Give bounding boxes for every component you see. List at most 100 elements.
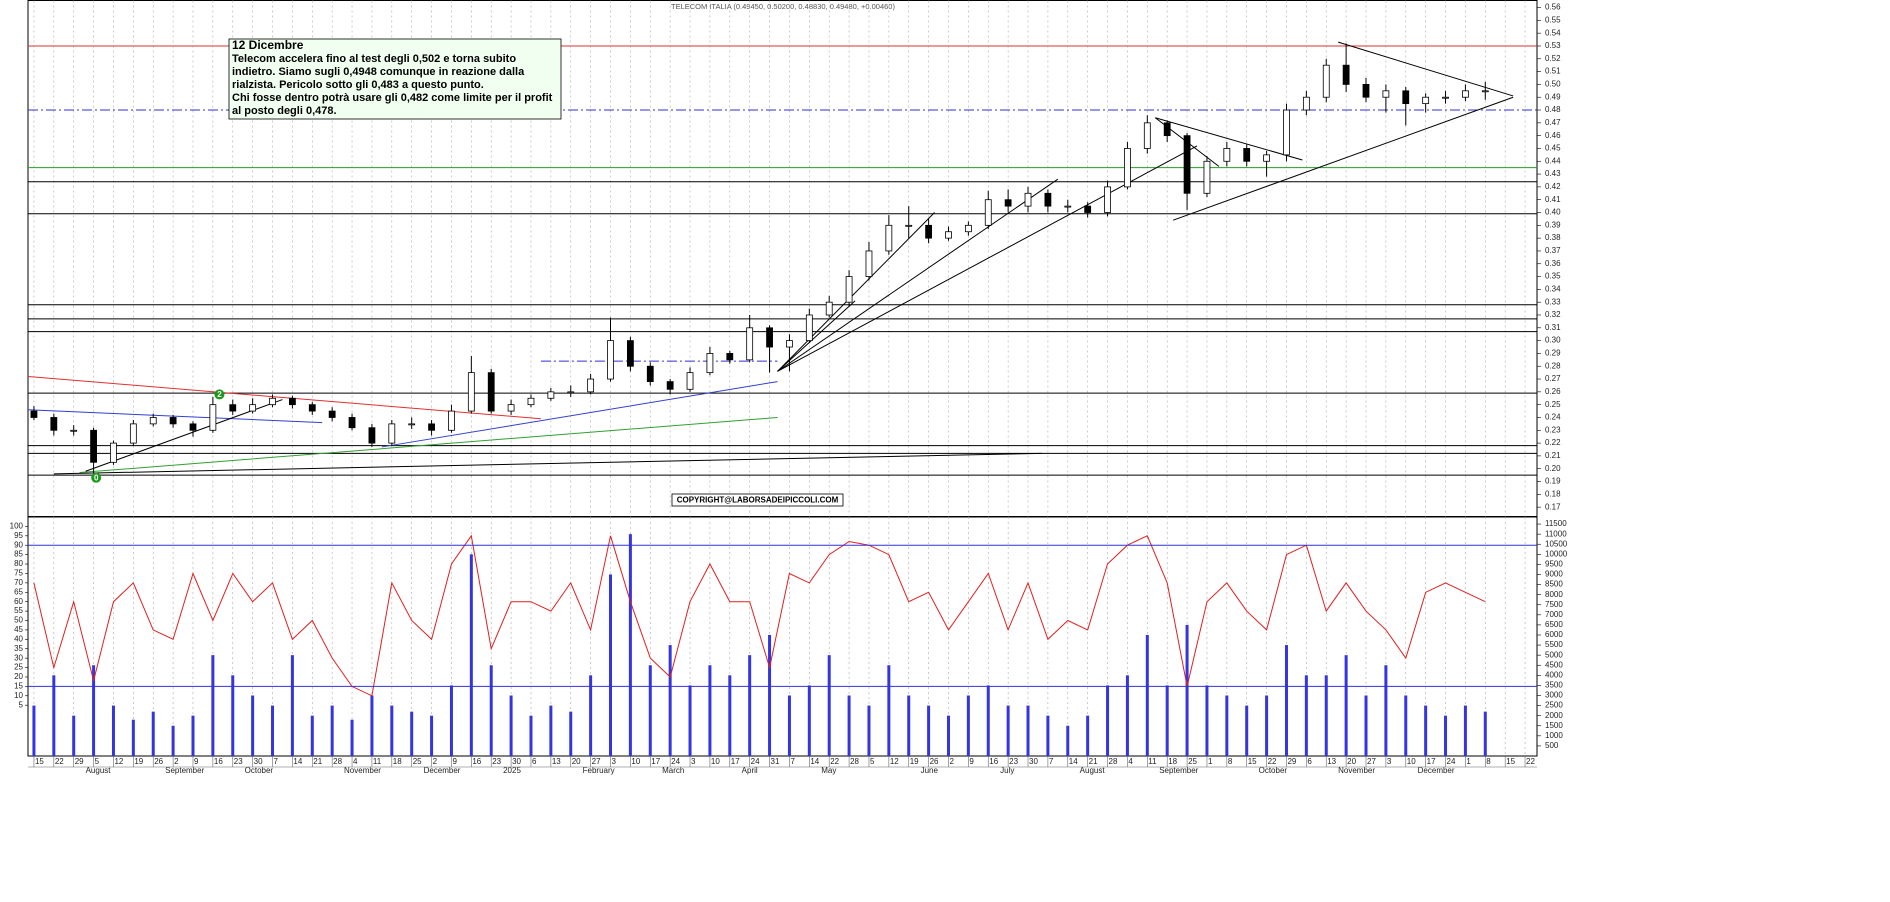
y2-tick-label: 5500: [1545, 640, 1563, 649]
x-tick-label: 28: [850, 757, 859, 766]
month-label: March: [662, 766, 684, 775]
y-tick-label: 0.24: [1545, 413, 1561, 422]
y-tick-label: 90: [14, 540, 23, 549]
candle-body: [1302, 96, 1310, 111]
x-tick-label: 5: [870, 757, 875, 766]
candle-body: [845, 276, 853, 303]
indicator-panel: [27, 516, 1538, 757]
y2-tick-label: 4000: [1545, 670, 1563, 679]
y2-tick-label: 10500: [1545, 539, 1568, 548]
y-tick-label: 0.56: [1545, 3, 1561, 12]
volume-bar: [1245, 705, 1249, 756]
candle-body: [408, 423, 416, 426]
x-tick-label: 12: [890, 757, 899, 766]
y2-tick-label: 3000: [1545, 691, 1563, 700]
candle-body: [786, 340, 793, 348]
y-tick-label: 0.50: [1545, 80, 1561, 89]
x-tick-label: 26: [930, 757, 939, 766]
x-tick-label: 28: [333, 757, 342, 766]
y-tick-label: 0.34: [1545, 284, 1561, 293]
copyright: COPYRIGHT@LABORSADEIPICCOLI.COM: [677, 496, 839, 505]
y-tick-label: 35: [14, 644, 23, 653]
annotation-line: indietro. Siamo sugli 0,4948 comunque in…: [232, 66, 525, 78]
y-tick-label: 0.18: [1545, 489, 1561, 498]
x-tick-label: 22: [1526, 757, 1535, 766]
y2-tick-label: 11000: [1545, 529, 1567, 538]
month-label: August: [86, 766, 112, 775]
volume-bar: [1106, 685, 1110, 756]
volume-bar: [111, 705, 115, 756]
y-tick-label: 0.44: [1545, 156, 1561, 165]
x-tick-label: 30: [512, 757, 521, 766]
x-tick-label: 11: [1148, 757, 1157, 766]
volume-bar: [1026, 705, 1030, 756]
chart-title: TELECOM ITALIA (0.49450, 0.50200, 0.4883…: [671, 2, 895, 11]
candle-body: [607, 340, 614, 380]
y-tick-label: 0.25: [1545, 400, 1561, 409]
volume-bar: [827, 655, 831, 756]
y-tick-label: 0.36: [1545, 259, 1561, 268]
candle-body: [1143, 122, 1151, 149]
candle-body: [1183, 135, 1191, 194]
marker-label: 2: [217, 390, 222, 399]
candle-body: [726, 353, 734, 361]
candle-body: [1024, 192, 1032, 207]
x-tick-label: 13: [1327, 757, 1336, 766]
y-tick-label: 0.17: [1545, 502, 1561, 511]
volume-bar: [1185, 624, 1189, 756]
y-tick-label: 0.53: [1545, 41, 1561, 50]
x-tick-label: 30: [1029, 757, 1038, 766]
x-tick-label: 26: [154, 757, 163, 766]
y-tick-label: 0.26: [1545, 387, 1561, 396]
y2-tick-label: 1500: [1545, 721, 1563, 730]
x-tick-label: 25: [1188, 757, 1197, 766]
y-tick-label: 0.47: [1545, 118, 1561, 127]
y2-tick-label: 6500: [1545, 620, 1563, 629]
y-tick-label: 5: [19, 700, 24, 709]
month-label: October: [1259, 766, 1288, 775]
volume-bar: [52, 675, 56, 756]
x-tick-label: 14: [810, 757, 819, 766]
x-tick-label: 1: [1208, 757, 1213, 766]
candle-body: [527, 397, 535, 406]
volume-bar: [648, 665, 652, 756]
volume-bar: [271, 705, 275, 756]
x-tick-label: 16: [214, 757, 223, 766]
month-label: May: [821, 766, 836, 775]
candle-body: [766, 327, 773, 348]
marker: [214, 389, 225, 400]
volume-bar: [986, 685, 990, 756]
y2-tick-label: 8500: [1545, 580, 1563, 589]
candle-body: [706, 353, 714, 374]
volume-bar: [1125, 675, 1129, 756]
volume-bar: [1483, 711, 1487, 756]
candle-body: [368, 427, 376, 444]
volume-bar: [807, 685, 811, 756]
candle-body: [1243, 148, 1251, 162]
y-tick-label: 0.19: [1545, 477, 1561, 486]
y-tick-label: 0.52: [1545, 54, 1561, 63]
oscillator-line: [33, 534, 1486, 697]
candle-body: [1104, 186, 1111, 213]
volume-bar: [728, 675, 732, 756]
candle-body: [1462, 90, 1469, 98]
trend-line: [777, 178, 1059, 372]
candle-body: [149, 417, 157, 425]
candle-body: [1342, 64, 1350, 85]
x-tick-label: 21: [1089, 757, 1098, 766]
annotation-line: Telecom accelera fino al test degli 0,50…: [232, 53, 516, 65]
candle-body: [825, 301, 833, 316]
candle-body: [30, 410, 38, 418]
y2-tick-label: 7000: [1545, 610, 1563, 619]
y2-tick-label: 5000: [1545, 650, 1563, 659]
candle-body: [1044, 192, 1052, 207]
volume-bar: [330, 705, 334, 756]
candle-body: [945, 231, 952, 239]
y-tick-label: 0.37: [1545, 246, 1561, 255]
candle-body: [269, 397, 276, 406]
volume-bar: [569, 711, 573, 756]
month-label: December: [1418, 766, 1455, 775]
y2-tick-label: 4500: [1545, 660, 1563, 669]
x-tick-label: 22: [830, 757, 839, 766]
volume-bar: [370, 695, 374, 756]
